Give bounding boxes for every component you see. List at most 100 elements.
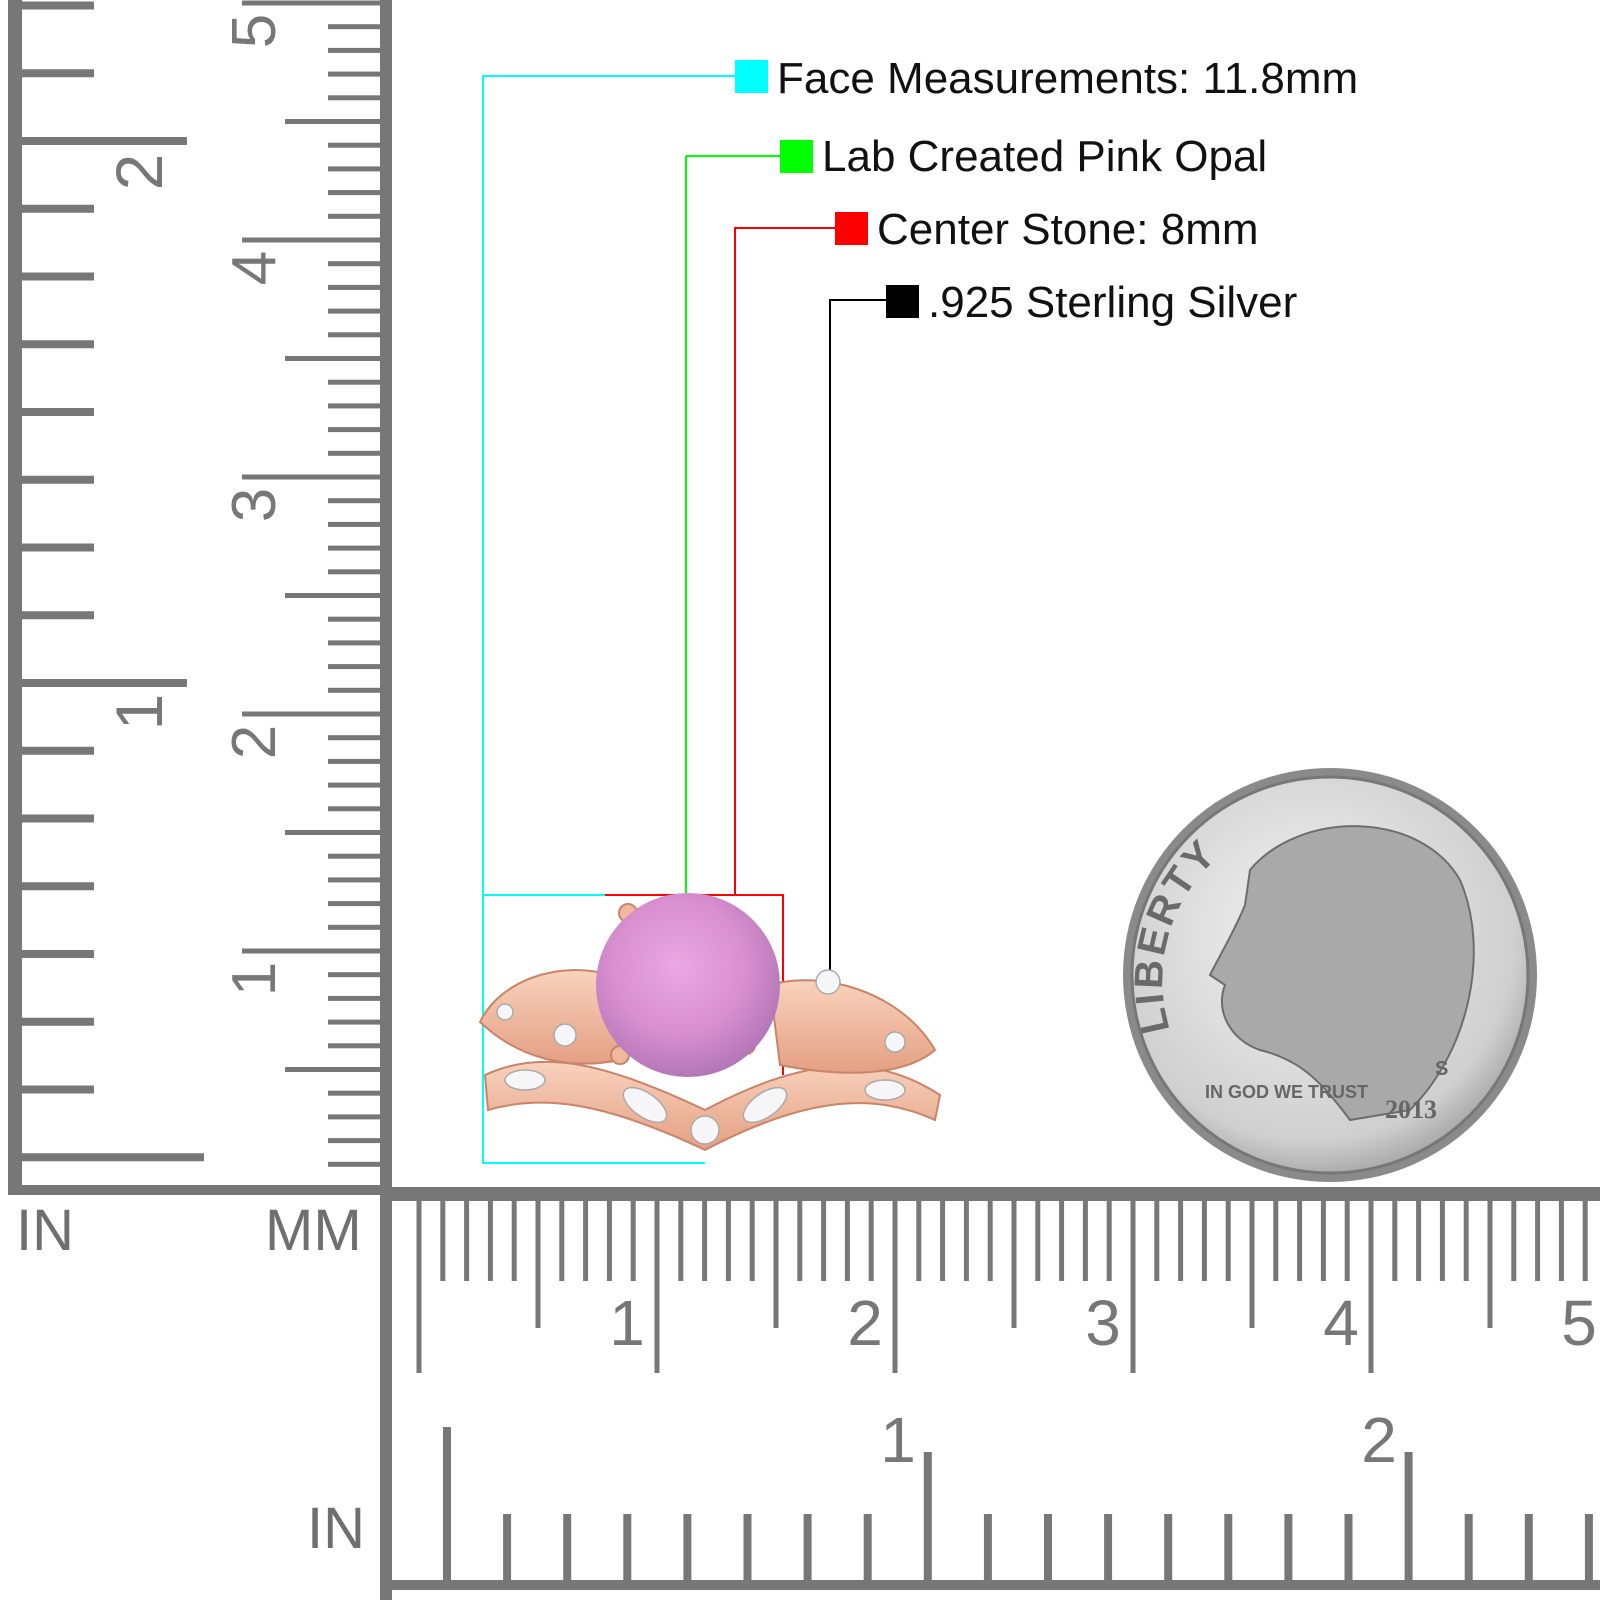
roosevelt-portrait (1208, 825, 1475, 1122)
vertical-mm-tick (328, 47, 380, 53)
horizontal-mm-tick (464, 1200, 470, 1281)
horizontal-inch-tick (1164, 1514, 1173, 1582)
vertical-inch-tick (22, 1153, 204, 1162)
vertical-mm-tick (328, 284, 380, 290)
vertical-mm-tick (328, 332, 380, 338)
vertical-mm-tick (285, 1067, 380, 1072)
vertical-mm-tick (328, 427, 380, 433)
center-stone-swatch (835, 212, 868, 245)
vertical-mm-tick (328, 877, 380, 883)
horizontal-mm-tick (749, 1200, 755, 1281)
vertical-inch-tick (22, 679, 187, 687)
vertical-mm-tick (328, 758, 380, 764)
vertical-mm-tick (328, 569, 380, 575)
horizontal-mm-tick (1392, 1200, 1398, 1281)
horizontal-mm-tick (987, 1200, 993, 1281)
vertical-mm-tick (328, 261, 380, 267)
horizontal-inch-tick (563, 1514, 572, 1582)
coin-mint-mark: S (1435, 1058, 1448, 1080)
vertical-cm-label: 3 (220, 488, 289, 522)
horizontal-mm-tick (725, 1200, 731, 1281)
horizontal-mm-tick (535, 1200, 541, 1328)
vertical-mm-tick (328, 521, 380, 527)
coin-motto: IN GOD WE TRUST (1205, 1082, 1368, 1102)
vertical-mm-tick (328, 901, 380, 907)
vertical-inch-tick (22, 137, 187, 145)
metal-swatch (886, 285, 919, 318)
vertical-mm-tick (328, 95, 380, 101)
horizontal-ruler-left-edge (380, 1187, 392, 1600)
vertical-mm-tick (328, 687, 380, 693)
horizontal-mm-tick (1582, 1200, 1588, 1281)
vertical-mm-tick (242, 1185, 380, 1191)
horizontal-mm-tick (1249, 1200, 1255, 1328)
ring-band (483, 1060, 942, 1152)
vertical-mm-tick (328, 142, 380, 148)
horizontal-mm-tick (1011, 1200, 1017, 1328)
horizontal-inch-tick (443, 1427, 451, 1582)
vertical-mm-tick (328, 782, 380, 788)
horizontal-mm-tick (1487, 1200, 1493, 1328)
horizontal-mm-tick (702, 1200, 708, 1281)
face-measurement-lines (482, 75, 735, 1164)
vertical-inch-tick (22, 950, 94, 958)
vertical-mm-tick (328, 1090, 380, 1096)
horizontal-mm-tick (1368, 1200, 1374, 1373)
vertical-ruler-right-edge (380, 0, 392, 1195)
horizontal-inch-unit: IN (307, 1496, 365, 1561)
horizontal-mm-tick (1154, 1200, 1160, 1281)
horizontal-mm-tick (773, 1200, 779, 1328)
vertical-inch-tick (22, 611, 94, 620)
vertical-mm-tick (328, 190, 380, 196)
vertical-inch-tick (22, 1017, 94, 1026)
horizontal-cm-label: 4 (1323, 1287, 1359, 1359)
horizontal-inch-tick (1404, 1452, 1413, 1582)
horizontal-mm-tick (797, 1200, 803, 1281)
horizontal-mm-tick (654, 1200, 660, 1373)
horizontal-mm-tick (511, 1200, 517, 1281)
horizontal-mm-tick (559, 1200, 565, 1281)
horizontal-mm-tick (868, 1200, 874, 1281)
vertical-mm-tick (328, 1161, 380, 1167)
face-measurement-label: Face Measurements: 11.8mm (777, 54, 1359, 103)
horizontal-inch-tick (623, 1514, 632, 1582)
vertical-mm-unit: MM (265, 1198, 362, 1263)
vertical-inch-tick (22, 408, 94, 416)
horizontal-ruler-bottom-edge (380, 1580, 1600, 1590)
vertical-inch-tick (22, 272, 94, 281)
vertical-inch-tick (22, 69, 94, 78)
horizontal-inch-tick (1224, 1514, 1233, 1582)
horizontal-cm-label: 3 (1085, 1287, 1121, 1359)
vertical-mm-tick (242, 0, 380, 6)
stone-type-label: Lab Created Pink Opal (822, 132, 1268, 181)
horizontal-mm-tick (1511, 1200, 1517, 1281)
vertical-mm-tick (285, 593, 380, 598)
vertical-mm-tick (285, 356, 380, 361)
vertical-mm-tick (328, 924, 380, 930)
vertical-mm-tick (285, 830, 380, 835)
vertical-inch-label: 2 (102, 154, 176, 191)
vertical-inch-tick (22, 204, 94, 213)
vertical-mm-tick (328, 1019, 380, 1025)
horizontal-mm-tick (1225, 1200, 1231, 1281)
horizontal-mm-tick (630, 1200, 636, 1281)
vertical-inch-tick (22, 814, 94, 823)
metal-label: .925 Sterling Silver (928, 278, 1298, 327)
vertical-mm-tick (242, 237, 380, 243)
horizontal-cm-label: 5 (1561, 1287, 1597, 1359)
horizontal-mm-tick (1201, 1200, 1207, 1281)
vertical-mm-tick (242, 948, 380, 954)
horizontal-inch-tick (923, 1452, 932, 1582)
horizontal-mm-tick (416, 1200, 422, 1373)
vertical-mm-tick (328, 498, 380, 504)
horizontal-mm-tick (1082, 1200, 1088, 1281)
vertical-mm-tick (328, 24, 380, 30)
horizontal-mm-tick (1130, 1200, 1136, 1373)
horizontal-inch-tick (503, 1514, 512, 1582)
vertical-ruler-left-edge (8, 0, 22, 1195)
horizontal-mm-tick (1059, 1200, 1065, 1281)
metal-leader-line (829, 299, 886, 1030)
